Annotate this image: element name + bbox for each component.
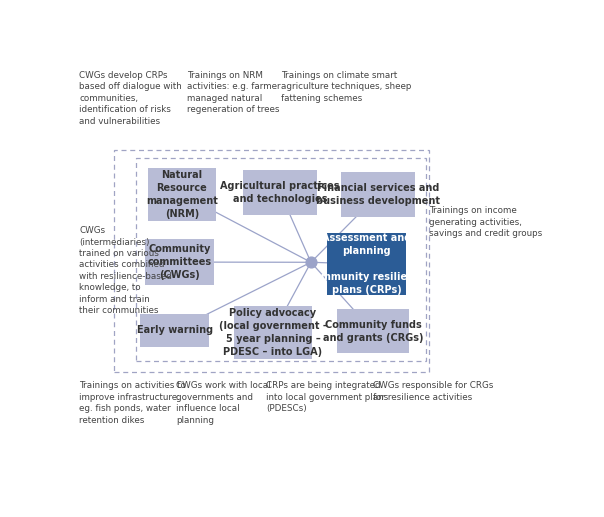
Text: CWGs
(intermediaries)
trained on various
activities combined
with resilience-bas: CWGs (intermediaries) trained on various… — [79, 226, 172, 315]
Text: Agricultural practices
and technologies: Agricultural practices and technologies — [220, 181, 340, 204]
Text: CRPs are being integrated
into local government plans
(PDESCs): CRPs are being integrated into local gov… — [266, 382, 389, 413]
FancyBboxPatch shape — [140, 314, 210, 347]
FancyBboxPatch shape — [234, 306, 312, 359]
Text: Community funds
and grants (CRGs): Community funds and grants (CRGs) — [323, 320, 423, 343]
Text: CWGs work with local
governments and
influence local
planning: CWGs work with local governments and inf… — [176, 382, 271, 424]
FancyBboxPatch shape — [145, 239, 214, 285]
Text: Financial services and
business development: Financial services and business developm… — [316, 183, 440, 206]
Text: Trainings on climate smart
agriculture techniques, sheep
fattening schemes: Trainings on climate smart agriculture t… — [280, 71, 411, 103]
Text: CWGs develop CRPs
based off dialogue with
communities,
identification of risks
a: CWGs develop CRPs based off dialogue wit… — [79, 71, 182, 126]
FancyBboxPatch shape — [341, 172, 416, 217]
Text: Trainings on income
generating activities,
savings and credit groups: Trainings on income generating activitie… — [429, 206, 542, 238]
FancyBboxPatch shape — [336, 309, 410, 354]
Text: Policy advocacy
(local government –
5 year planning –
PDESC – into LGA): Policy advocacy (local government – 5 ye… — [219, 308, 327, 357]
Bar — [137, 158, 426, 361]
Text: Natural
Resource
management
(NRM): Natural Resource management (NRM) — [146, 170, 218, 219]
FancyBboxPatch shape — [148, 168, 216, 221]
Text: Early warning: Early warning — [137, 325, 213, 336]
Text: Community
committees
(CWGs): Community committees (CWGs) — [147, 244, 211, 280]
Text: Trainings on NRM
activities: e.g. farmer
managed natural
regeneration of trees: Trainings on NRM activities: e.g. farmer… — [187, 71, 280, 114]
FancyBboxPatch shape — [243, 170, 317, 215]
Bar — [114, 150, 429, 372]
Text: Trainings on activities to
improve infrastructure:
eg. fish ponds, water
retenti: Trainings on activities to improve infra… — [79, 382, 186, 424]
Text: Assessment and
planning

Community resilience
plans (CRPs): Assessment and planning Community resili… — [307, 233, 426, 296]
FancyBboxPatch shape — [327, 233, 406, 295]
Text: CWGs responsible for CRGs
for resilience activities: CWGs responsible for CRGs for resilience… — [373, 382, 493, 402]
Point — [306, 258, 316, 266]
